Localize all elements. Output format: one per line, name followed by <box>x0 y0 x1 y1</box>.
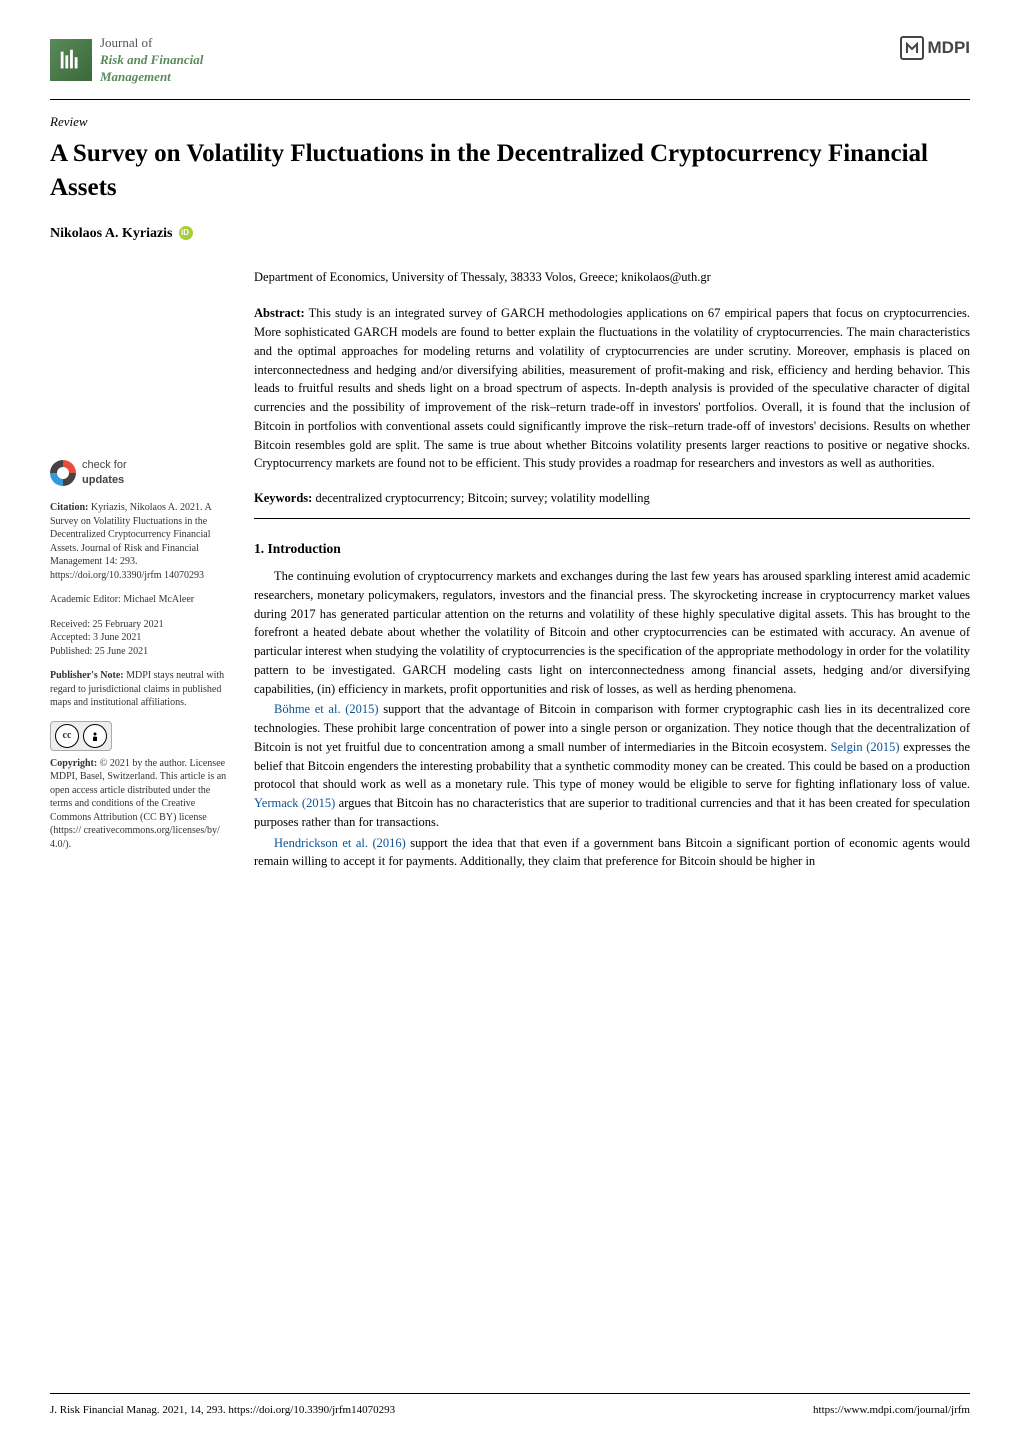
citation-link[interactable]: Hendrickson et al. <box>274 836 368 850</box>
check-updates-icon <box>50 460 76 486</box>
editor-block: Academic Editor: Michael McAleer <box>50 593 230 607</box>
accepted-text: 3 June 2021 <box>93 632 141 643</box>
by-icon <box>83 724 107 748</box>
received-text: 25 February 2021 <box>92 619 163 630</box>
editor-label: Academic Editor: <box>50 594 121 605</box>
citation-year[interactable]: (2015) <box>345 702 378 716</box>
footer-divider <box>50 1393 970 1394</box>
publisher-note-block: Publisher's Note: MDPI stays neutral wit… <box>50 669 230 710</box>
journal-name: Journal of Risk and Financial Management <box>100 35 203 86</box>
citation-label: Citation: <box>50 502 88 513</box>
footer-row: J. Risk Financial Manag. 2021, 14, 293. … <box>50 1402 970 1419</box>
editor-text: Michael McAleer <box>123 594 194 605</box>
published-text: 25 June 2021 <box>95 646 148 657</box>
main-content: check for updates Citation: Kyriazis, Ni… <box>0 268 1020 874</box>
keywords-divider <box>254 518 970 519</box>
journal-name-line2: Management <box>100 69 203 86</box>
received-label: Received: <box>50 619 90 630</box>
article-title: A Survey on Volatility Fluctuations in t… <box>0 131 1020 205</box>
mdpi-icon <box>900 36 924 60</box>
abstract-label: Abstract: <box>254 306 305 320</box>
accepted-label: Accepted: <box>50 632 91 643</box>
keywords-text: decentralized cryptocurrency; Bitcoin; s… <box>315 491 649 505</box>
keywords-block: Keywords: decentralized cryptocurrency; … <box>254 489 970 508</box>
citation-link[interactable]: Yermack <box>254 796 299 810</box>
orcid-icon[interactable] <box>179 226 193 240</box>
sidebar: check for updates Citation: Kyriazis, Ni… <box>50 268 230 874</box>
paragraph-1: The continuing evolution of cryptocurren… <box>254 567 970 698</box>
journal-logo: Journal of Risk and Financial Management <box>50 35 203 86</box>
copyright-block: Copyright: © 2021 by the author. License… <box>50 757 230 852</box>
cc-icon: cc <box>55 724 79 748</box>
check-updates-line2: updates <box>82 473 127 488</box>
cc-license-badge: cc <box>50 721 112 751</box>
citation-year[interactable]: (2016) <box>372 836 405 850</box>
page-footer: J. Risk Financial Manag. 2021, 14, 293. … <box>50 1393 970 1419</box>
citation-year[interactable]: (2015) <box>302 796 335 810</box>
paragraph-3: Hendrickson et al. (2016) support the id… <box>254 834 970 872</box>
author-text: Nikolaos A. Kyriazis <box>50 226 173 241</box>
section-title: 1. Introduction <box>254 539 970 559</box>
paragraph-2: Böhme et al. (2015) support that the adv… <box>254 700 970 831</box>
publisher-name: MDPI <box>928 35 971 61</box>
citation-link[interactable]: Selgin <box>831 740 863 754</box>
keywords-label: Keywords: <box>254 491 312 505</box>
journal-name-line1: Risk and Financial <box>100 52 203 69</box>
abstract-text: This study is an integrated survey of GA… <box>254 306 970 470</box>
article-body: Department of Economics, University of T… <box>254 268 970 874</box>
footer-citation: J. Risk Financial Manag. 2021, 14, 293. … <box>50 1402 395 1419</box>
abstract-block: Abstract: This study is an integrated su… <box>254 304 970 473</box>
copyright-label: Copyright: <box>50 758 97 769</box>
citation-year[interactable]: (2015) <box>866 740 899 754</box>
check-updates-line1: check for <box>82 458 127 473</box>
affiliation: Department of Economics, University of T… <box>254 268 970 287</box>
dates-block: Received: 25 February 2021 Accepted: 3 J… <box>50 618 230 659</box>
citation-link[interactable]: Böhme et al. <box>274 702 341 716</box>
author-name: Nikolaos A. Kyriazis <box>0 205 1020 244</box>
copyright-text: © 2021 by the author. Licensee MDPI, Bas… <box>50 758 226 850</box>
journal-prefix: Journal of <box>100 35 203 52</box>
article-type: Review <box>0 100 1020 132</box>
citation-block: Citation: Kyriazis, Nikolaos A. 2021. A … <box>50 501 230 582</box>
publisher-logo: MDPI <box>900 35 971 61</box>
citation-text: Kyriazis, Nikolaos A. 2021. A Survey on … <box>50 502 211 581</box>
journal-logo-icon <box>50 39 92 81</box>
note-label: Publisher's Note: <box>50 670 124 681</box>
published-label: Published: <box>50 646 92 657</box>
footer-url[interactable]: https://www.mdpi.com/journal/jrfm <box>813 1402 970 1419</box>
check-updates-badge[interactable]: check for updates <box>50 458 230 488</box>
page-header: Journal of Risk and Financial Management… <box>0 0 1020 91</box>
check-updates-text: check for updates <box>82 458 127 488</box>
para2-text3: argues that Bitcoin has no characteristi… <box>254 796 970 829</box>
